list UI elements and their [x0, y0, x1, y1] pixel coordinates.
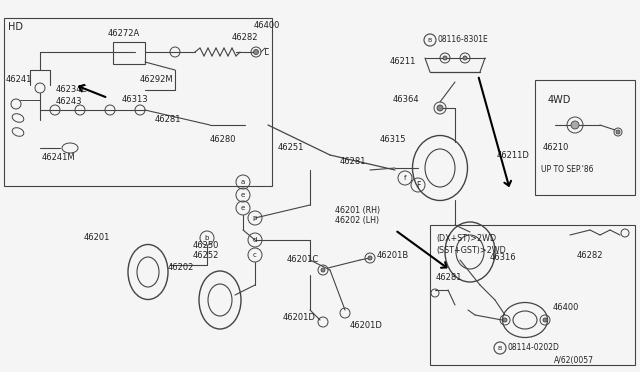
- Text: 46251: 46251: [278, 144, 305, 153]
- Text: 46201 (RH): 46201 (RH): [335, 205, 380, 215]
- Text: 46272A: 46272A: [108, 29, 140, 38]
- Circle shape: [368, 256, 372, 260]
- Text: 46292M: 46292M: [140, 76, 173, 84]
- Text: c: c: [253, 252, 257, 258]
- Text: 46201D: 46201D: [350, 321, 383, 330]
- Text: B: B: [428, 38, 432, 42]
- Text: B: B: [498, 346, 502, 350]
- Bar: [535, 80, 635, 195]
- Text: 46281: 46281: [340, 157, 367, 167]
- Text: A/62(0057: A/62(0057: [554, 356, 594, 365]
- Text: 46252: 46252: [193, 250, 220, 260]
- Text: 46201C: 46201C: [287, 256, 319, 264]
- Text: 46243: 46243: [56, 97, 83, 106]
- Text: a: a: [241, 179, 245, 185]
- Bar: [113, 42, 145, 64]
- Text: 46241: 46241: [6, 74, 33, 83]
- Text: 46280: 46280: [210, 135, 237, 144]
- Text: 46234E: 46234E: [56, 86, 88, 94]
- Text: 46400: 46400: [254, 22, 280, 31]
- Text: 46282: 46282: [577, 250, 604, 260]
- Text: F: F: [416, 180, 420, 189]
- Text: 46201: 46201: [84, 234, 110, 243]
- Text: 46211: 46211: [390, 58, 417, 67]
- Text: HD: HD: [8, 22, 23, 32]
- Text: e: e: [241, 192, 245, 198]
- Text: e: e: [241, 205, 245, 211]
- Text: 46400: 46400: [553, 304, 579, 312]
- Circle shape: [543, 318, 547, 322]
- Text: 46211D: 46211D: [497, 151, 530, 160]
- Text: 46315: 46315: [380, 135, 406, 144]
- Circle shape: [571, 121, 579, 129]
- Text: p: p: [253, 215, 257, 221]
- Circle shape: [616, 130, 620, 134]
- Circle shape: [321, 268, 325, 272]
- Text: 46201B: 46201B: [377, 250, 409, 260]
- Text: 08116-8301E: 08116-8301E: [437, 35, 488, 45]
- Text: UP TO SEP.'86: UP TO SEP.'86: [541, 166, 593, 174]
- Text: (SST+GST)>2WD: (SST+GST)>2WD: [436, 246, 506, 254]
- Text: b: b: [205, 235, 209, 241]
- Text: 46201D: 46201D: [283, 312, 316, 321]
- Text: 46316: 46316: [490, 253, 516, 263]
- Text: 46281: 46281: [436, 273, 463, 282]
- Text: 46210: 46210: [543, 144, 570, 153]
- Text: 46282: 46282: [232, 33, 259, 42]
- Text: (DX+ST)>2WD: (DX+ST)>2WD: [436, 234, 496, 243]
- Circle shape: [503, 318, 507, 322]
- Circle shape: [437, 105, 443, 111]
- Text: f: f: [404, 175, 406, 181]
- Text: 4WD: 4WD: [548, 95, 572, 105]
- Text: 46202: 46202: [168, 263, 195, 273]
- Text: 46241M: 46241M: [42, 154, 76, 163]
- Bar: [4, 18, 272, 186]
- Bar: [430, 225, 635, 365]
- Text: 46202 (LH): 46202 (LH): [335, 215, 379, 224]
- Text: 46281: 46281: [155, 115, 182, 125]
- Circle shape: [443, 56, 447, 60]
- Text: 08114-0202D: 08114-0202D: [507, 343, 559, 353]
- Text: d: d: [253, 237, 257, 243]
- Circle shape: [253, 49, 259, 55]
- Text: 46250: 46250: [193, 241, 220, 250]
- Text: 46364: 46364: [393, 96, 420, 105]
- Circle shape: [463, 56, 467, 60]
- Text: 46313: 46313: [122, 96, 148, 105]
